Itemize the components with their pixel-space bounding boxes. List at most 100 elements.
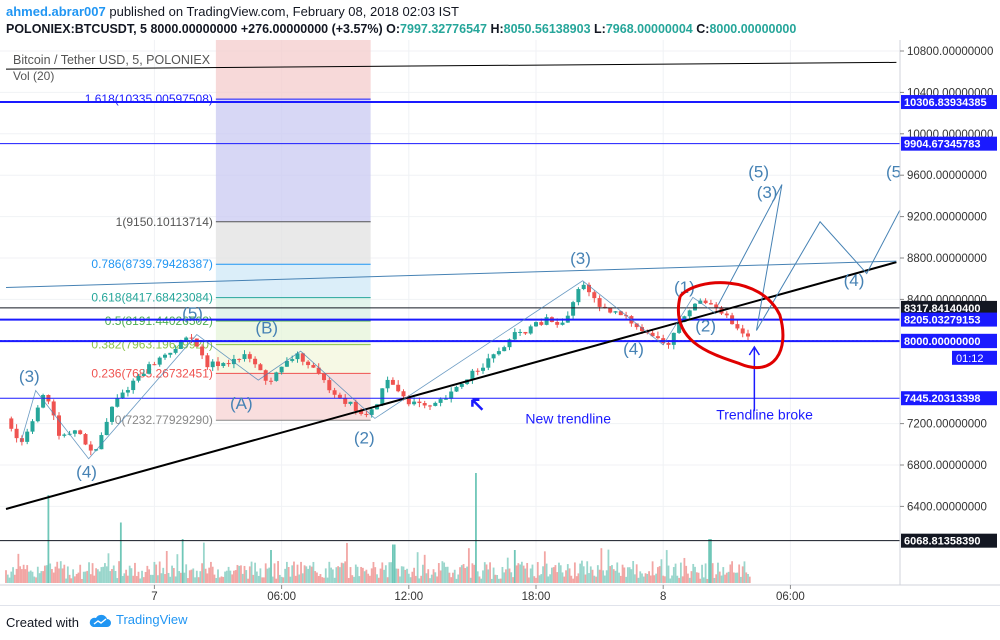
current-price-label: 8000.00000000 bbox=[904, 336, 980, 348]
volume-bar bbox=[301, 573, 304, 583]
volume-bar bbox=[565, 570, 567, 583]
fib-level-label: 1(9150.10113714) bbox=[116, 215, 213, 229]
volume-bar bbox=[66, 566, 69, 583]
volume-bar bbox=[291, 565, 294, 583]
volume-bar bbox=[176, 554, 179, 583]
volume-bar bbox=[436, 576, 438, 583]
volume-bar bbox=[75, 573, 78, 583]
volume-bar bbox=[612, 569, 615, 583]
candle-body bbox=[491, 354, 496, 359]
volume-bar bbox=[286, 561, 288, 583]
volume-bar bbox=[197, 577, 200, 583]
time-tick-label: 8 bbox=[660, 591, 666, 603]
volume-bar bbox=[81, 578, 83, 583]
volume-bar bbox=[340, 562, 343, 583]
volume-bar bbox=[116, 578, 119, 583]
volume-bar bbox=[588, 573, 590, 583]
price-chart[interactable]: 1.618(10335.00597508) 1(9150.10113714) 0.7… bbox=[0, 40, 1000, 605]
close-label: C: bbox=[696, 22, 710, 36]
volume-bar bbox=[475, 473, 477, 583]
volume-bar bbox=[460, 565, 463, 583]
countdown-tag bbox=[952, 350, 997, 365]
volume-bar bbox=[19, 566, 22, 583]
volume-bar bbox=[24, 569, 27, 583]
volume-bar bbox=[669, 578, 672, 583]
volume-bar bbox=[17, 553, 20, 583]
volume-bar bbox=[600, 548, 603, 583]
wave-label: (4) bbox=[623, 339, 644, 358]
level-price-tag bbox=[901, 95, 997, 110]
volume-bar bbox=[540, 574, 543, 583]
volume-bar bbox=[59, 561, 62, 583]
volume-bar bbox=[278, 574, 281, 583]
volume-bar bbox=[298, 574, 301, 583]
volume-bar bbox=[515, 565, 518, 583]
volume-bar bbox=[559, 565, 562, 583]
upper-channel-line bbox=[5, 260, 897, 288]
candle-body bbox=[571, 302, 576, 316]
candle-body bbox=[703, 300, 708, 304]
volume-bar bbox=[183, 572, 186, 583]
volume-bar bbox=[231, 574, 234, 583]
level-price-label: 7445.20313398 bbox=[904, 393, 980, 405]
volume-bar bbox=[420, 575, 423, 583]
volume-bar bbox=[718, 571, 721, 583]
volume-bar bbox=[517, 563, 520, 583]
grid bbox=[0, 40, 900, 585]
volume-bar bbox=[229, 570, 232, 583]
volume-bar bbox=[43, 565, 46, 583]
volume-bar bbox=[222, 576, 225, 583]
volume-bar bbox=[748, 576, 751, 583]
candle-body bbox=[290, 359, 295, 361]
volume-bar bbox=[287, 567, 290, 583]
volume-bar bbox=[296, 564, 299, 583]
volume-bar bbox=[148, 569, 150, 583]
volume-bar bbox=[572, 578, 574, 583]
volume-bar bbox=[127, 575, 129, 583]
volume-bar bbox=[273, 563, 276, 583]
candle-body bbox=[226, 363, 231, 365]
candle-body bbox=[284, 360, 289, 367]
volume-bar bbox=[31, 571, 34, 583]
volume-bar bbox=[6, 574, 9, 583]
open-label: O: bbox=[386, 22, 401, 36]
volume-bar bbox=[107, 553, 110, 583]
fib-band bbox=[215, 99, 371, 222]
volume-bar bbox=[596, 565, 599, 583]
time-tick-label: 7 bbox=[151, 591, 157, 603]
volume-bar bbox=[513, 550, 516, 583]
volume-bar bbox=[277, 561, 279, 583]
volume-bar bbox=[49, 563, 52, 583]
time-axis: 7 06:00 12:00 18:00 8 06:00 bbox=[0, 584, 1000, 603]
candle-body bbox=[634, 323, 639, 328]
price-tick-label: 8800.00000000 bbox=[907, 253, 987, 265]
candle-body bbox=[200, 346, 205, 356]
fib-level-label: 0.786(8739.79428387) bbox=[91, 257, 212, 271]
volume-bar bbox=[510, 572, 513, 583]
candle-body bbox=[88, 444, 93, 451]
volume-bar bbox=[427, 569, 430, 583]
volume-bar bbox=[713, 577, 716, 583]
volume-bar bbox=[595, 576, 597, 583]
volume-bar bbox=[637, 577, 640, 583]
volume-bar bbox=[158, 561, 161, 583]
volume-bar bbox=[487, 569, 490, 583]
author-link[interactable]: ahmed.abrar007 bbox=[6, 4, 106, 19]
volume-bar bbox=[275, 578, 278, 583]
volume-bar bbox=[549, 574, 552, 583]
volume-bar bbox=[558, 562, 560, 583]
candle-body bbox=[72, 430, 77, 434]
arrow-head-icon bbox=[748, 345, 760, 356]
candle-body bbox=[428, 405, 432, 407]
candle-body bbox=[51, 401, 56, 416]
tradingview-logo[interactable]: TradingView bbox=[88, 612, 188, 628]
volume-bar bbox=[602, 570, 605, 583]
fib-level-label: 0.5(8191.44026502) bbox=[105, 314, 213, 328]
volume-bar bbox=[104, 563, 106, 583]
volume-bar bbox=[139, 578, 142, 583]
price-tick-label: 7200.00000000 bbox=[907, 419, 987, 431]
volume-bar bbox=[715, 574, 718, 583]
volume-bar bbox=[482, 570, 484, 583]
volume-bar bbox=[211, 566, 214, 583]
candle-body bbox=[99, 435, 104, 450]
